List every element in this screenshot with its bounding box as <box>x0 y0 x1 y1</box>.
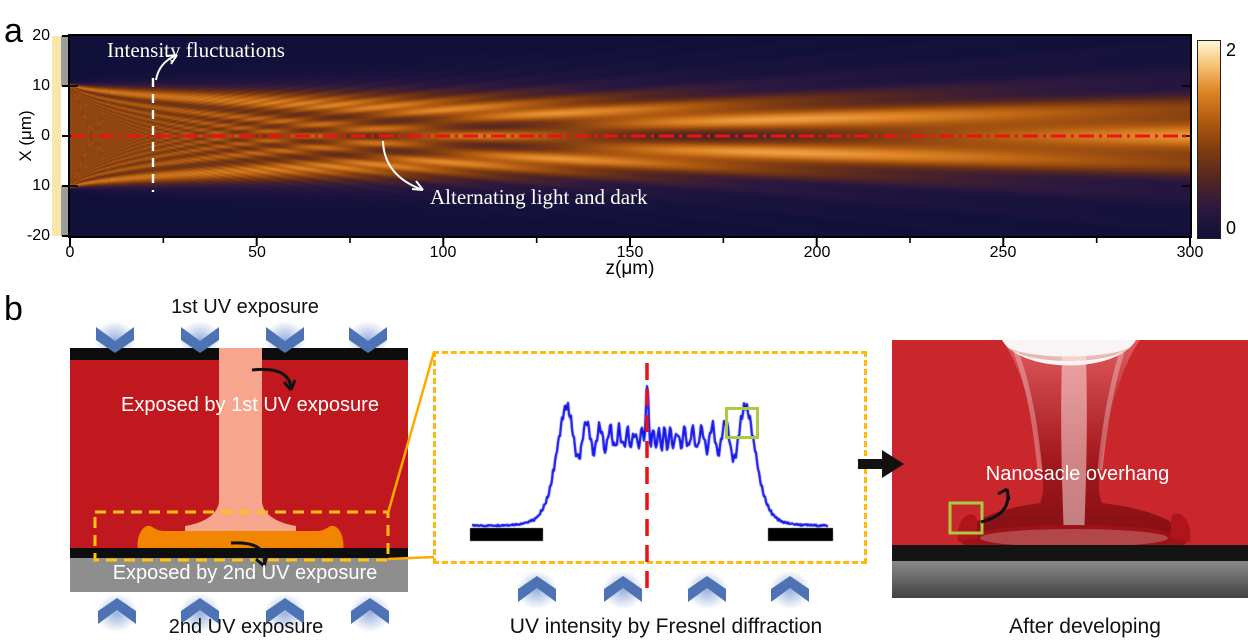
y-tick-10: 10 <box>32 77 50 94</box>
uv-glow <box>594 563 652 617</box>
mask-segment-top <box>61 36 68 86</box>
middle-caption: UV intensity by Fresnel diffraction <box>509 615 823 638</box>
colorbar <box>1197 40 1221 239</box>
funnel-highlight <box>1061 356 1087 540</box>
x-tick-300: 300 <box>1176 244 1204 261</box>
second-exposure-region <box>137 525 344 555</box>
second-uv-caption: 2nd UV exposure <box>168 616 324 638</box>
funnel-lip <box>1006 346 1132 361</box>
right-caption: After developing <box>1009 615 1161 638</box>
arrowhead <box>282 379 297 391</box>
edge-peak-highlight-box <box>725 407 759 439</box>
exposed-first-label: Exposed by 1st UV exposure <box>121 394 379 416</box>
arrowhead <box>255 554 269 568</box>
y-tick-n20: -20 <box>26 227 50 244</box>
sheen-left <box>1013 351 1043 471</box>
annotation-intensity-fluctuations: Intensity fluctuations <box>107 38 285 62</box>
exposed-second-label: Exposed by 2nd UV exposure <box>112 562 378 584</box>
mask-bar-left <box>70 348 219 360</box>
x-tick-100: 100 <box>429 244 457 261</box>
uv-illumination-strip <box>52 36 61 236</box>
colorbar-max-label: 2 <box>1226 40 1237 60</box>
arrowhead <box>997 487 1011 501</box>
overhang-label: Nanosacle overhang <box>985 463 1170 485</box>
bottom-mask-strip-3d <box>892 545 1248 561</box>
uv-glow <box>761 563 819 617</box>
x-tick-150: 150 <box>616 244 644 261</box>
uv-glow <box>256 586 314 640</box>
panel-b-label: b <box>4 290 23 328</box>
curved-arrow-1st <box>251 367 293 391</box>
mask-bar-right <box>262 348 408 360</box>
base-highlight <box>980 529 1168 547</box>
uv-glow <box>508 563 566 617</box>
x-tick-200: 200 <box>803 244 831 261</box>
mask-segment-bottom <box>61 186 68 236</box>
uv-glow <box>341 586 399 640</box>
intensity-profile-canvas <box>436 354 864 561</box>
x-axis-label: z(μm) <box>605 258 655 279</box>
zoom-region-dashed-box <box>93 510 390 562</box>
bottom-mask-strip <box>70 548 408 558</box>
uv-glow <box>678 563 736 617</box>
annotation-alternating-light-dark: Alternating light and dark <box>430 185 648 209</box>
left-process-diagram <box>70 348 408 592</box>
panel-a-label: a <box>4 12 23 50</box>
y-tick-n10: 10 <box>32 177 50 194</box>
y-tick-0: 0 <box>41 127 50 144</box>
x-tick-50: 50 <box>248 244 266 261</box>
x-tick-0: 0 <box>65 244 75 261</box>
substrate-3d <box>892 561 1248 598</box>
x-tick-250: 250 <box>989 244 1017 261</box>
sheen-right <box>1097 351 1125 471</box>
y-tick-20: 20 <box>32 27 50 44</box>
uv-glow <box>88 586 146 640</box>
first-uv-caption: 1st UV exposure <box>171 296 319 318</box>
overhang-left <box>957 514 978 542</box>
substrate <box>70 558 408 592</box>
uv-glow <box>171 586 229 640</box>
colorbar-min-label: 0 <box>1226 218 1237 238</box>
overhang-right <box>1170 513 1191 542</box>
overhang-highlight-box <box>948 501 984 535</box>
after-developing-render <box>892 340 1248 598</box>
funnel-mouth <box>1002 340 1136 366</box>
fresnel-profile-box <box>433 351 867 564</box>
first-exposure-region <box>185 348 296 531</box>
